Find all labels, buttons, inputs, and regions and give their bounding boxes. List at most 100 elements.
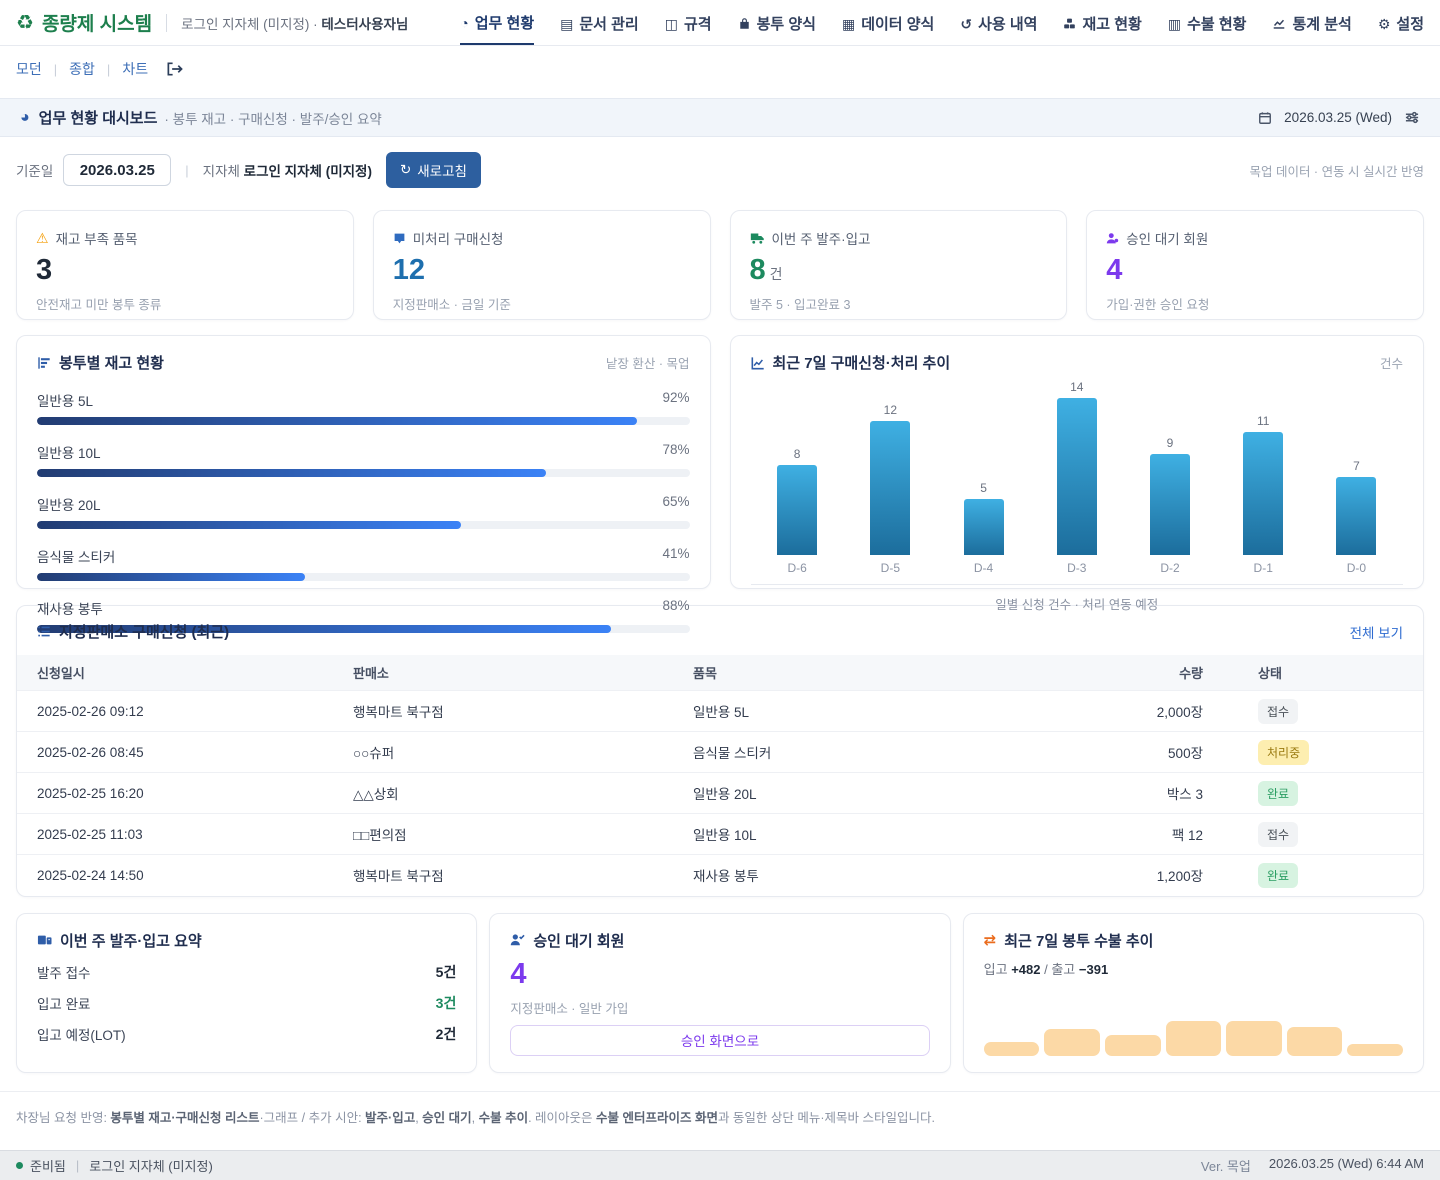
bar-column: 5: [937, 379, 1030, 555]
gear-icon: ⚙: [1378, 17, 1391, 31]
pending-count: 4: [510, 960, 929, 989]
page-subtitle: · 봉투 재고 · 구매신청 · 발주/승인 요약: [164, 108, 381, 128]
kpi-sub: 가입·권한 승인 요청: [1106, 294, 1404, 313]
status-badge: 완료: [1258, 781, 1298, 806]
bar-column: 12: [844, 379, 937, 555]
mock-data-note: 목업 데이터 · 연동 시 실시간 반영: [1249, 161, 1424, 180]
progress-track: [37, 469, 690, 477]
request-note: 차장님 요청 반영: 봉투별 재고·구매신청 리스트·그래프 / 추가 시안: …: [0, 1091, 1440, 1141]
table-row[interactable]: 2025-02-25 16:20△△상회일반용 20L박스 3완료: [17, 773, 1423, 814]
app-logo[interactable]: ♻ 종량제 시스템: [16, 9, 152, 36]
user-icon: [1106, 232, 1119, 245]
status-badge: 처리중: [1258, 740, 1309, 765]
chart-panels: 봉투별 재고 현황 낱장 환산 · 목업 일반용 5L92% 일반용 10L78…: [0, 320, 1440, 589]
divider: |: [107, 62, 110, 77]
bar: [1336, 477, 1376, 555]
progress-track: [37, 573, 690, 581]
progress-fill: [37, 469, 546, 477]
divider: |: [54, 62, 57, 77]
table-row[interactable]: 2025-02-24 14:50행복마트 북구점재사용 봉투1,200장완료: [17, 855, 1423, 896]
login-user: 테스터사용자님: [321, 17, 408, 32]
kpi-card-low-stock: ⚠재고 부족 품목 3 안전재고 미만 봉투 종류: [16, 210, 354, 320]
kpi-card-weekly-orders: 이번 주 발주·입고 8건 발주 5 · 입고완료 3: [730, 210, 1068, 320]
card-title: 최근 7일 봉투 수불 추이: [1004, 930, 1153, 951]
nav-item-work-status[interactable]: ◔ 업무 현황: [460, 0, 534, 45]
view-link-modern[interactable]: 모던: [16, 59, 42, 79]
nav-item-data-form[interactable]: ▦ 데이터 양식: [842, 1, 934, 44]
table-row[interactable]: 2025-02-25 11:03□□편의점일반용 10L팩 12접수: [17, 814, 1423, 855]
nav-item-settings[interactable]: ⚙ 설정: [1378, 1, 1424, 44]
purchase-request-table-card: 지정판매소 구매신청 (최근) 전체 보기 신청일시 판매소 품목 수량 상태 …: [16, 605, 1424, 897]
kpi-card-pending-members: 승인 대기 회원 4 가입·권한 승인 요청: [1086, 210, 1424, 320]
progress-fill: [37, 521, 461, 529]
spec-box-icon: ◫: [665, 17, 678, 31]
nav-item-stock-status[interactable]: 재고 현황: [1063, 1, 1141, 44]
bar-column: 8: [751, 379, 844, 555]
dashboard-page: ♻ 종량제 시스템 로그인 지자체 (미지정) · 테스터사용자님 ◔ 업무 현…: [0, 0, 1440, 1180]
nav-item-ledger-status[interactable]: ▥ 수불 현황: [1168, 1, 1247, 44]
divider: |: [185, 163, 188, 178]
status-org: 로그인 지자체 (미지정): [89, 1156, 213, 1175]
sliders-icon[interactable]: [1404, 110, 1420, 125]
data-table-icon: ▦: [842, 17, 855, 31]
nav-item-usage-history[interactable]: ↺ 사용 내역: [960, 1, 1037, 44]
x-axis-labels: D-6D-5D-4D-3D-2D-1D-0: [751, 561, 1404, 585]
bar: [964, 499, 1004, 555]
nav-item-spec[interactable]: ◫ 규격: [665, 1, 712, 44]
nav-item-document-mgmt[interactable]: ▤ 문서 관리: [560, 1, 639, 44]
logout-icon[interactable]: [166, 61, 183, 77]
unit-label: 건수: [1380, 353, 1403, 372]
app-title: 종량제 시스템: [42, 9, 152, 36]
refresh-button[interactable]: ↻ 새로고침: [386, 152, 481, 188]
kpi-cards: ⚠재고 부족 품목 3 안전재고 미만 봉투 종류 미처리 구매신청 12 지정…: [0, 204, 1440, 320]
panel-title: 최근 7일 구매신청·처리 추이: [773, 352, 951, 373]
version-label: Ver. 목업: [1201, 1156, 1251, 1175]
mini-bar: [1226, 1021, 1282, 1055]
inventory-row: 일반용 20L65%: [37, 494, 690, 529]
nav-item-bag-form[interactable]: 봉투 양식: [738, 1, 816, 44]
table-title: 지정판매소 구매신청 (최근): [59, 621, 229, 642]
calendar-icon: [1258, 111, 1272, 125]
card-sub: 지정판매소 · 일반 가입: [510, 998, 929, 1017]
bar: [777, 465, 817, 555]
panel-title: 봉투별 재고 현황: [59, 352, 164, 373]
mini-bar: [1044, 1029, 1100, 1055]
transfer-arrows-icon: ⇄: [984, 931, 997, 949]
summary-row: 입고 완료3건: [37, 993, 456, 1013]
history-icon: ↺: [960, 17, 972, 31]
summary-row: 발주 접수5건: [37, 962, 456, 982]
gauge-icon: ◔: [460, 16, 468, 30]
progress-track: [37, 417, 690, 425]
table-row[interactable]: 2025-02-26 08:45○○슈퍼음식물 스티커500장처리중: [17, 732, 1423, 773]
status-badge: 완료: [1258, 863, 1298, 888]
bottom-cards: 이번 주 발주·입고 요약 발주 접수5건 입고 완료3건 입고 예정(LOT)…: [0, 897, 1440, 1073]
title-date: 2026.03.25 (Wed): [1284, 110, 1392, 125]
login-context: 로그인 지자체 (미지정) · 테스터사용자님: [181, 13, 408, 33]
status-dot-icon: [16, 1162, 23, 1169]
view-link-chart[interactable]: 차트: [122, 59, 148, 79]
inventory-icon: [1063, 17, 1076, 30]
table-row[interactable]: 2025-02-26 09:12행복마트 북구점일반용 5L2,000장접수: [17, 691, 1423, 732]
table-header-row: 신청일시 판매소 품목 수량 상태: [17, 655, 1423, 691]
top-header: ♻ 종량제 시스템 로그인 지자체 (미지정) · 테스터사용자님 ◔ 업무 현…: [0, 0, 1440, 46]
inventory-panel: 봉투별 재고 현황 낱장 환산 · 목업 일반용 5L92% 일반용 10L78…: [16, 335, 711, 589]
mini-bar: [1166, 1021, 1222, 1055]
bag-icon: [738, 17, 751, 30]
trend-panel: 최근 7일 구매신청·처리 추이 건수 8 12 5 14 9 11 7 D-6…: [730, 335, 1425, 589]
view-all-link[interactable]: 전체 보기: [1350, 622, 1403, 642]
bar-column: 14: [1030, 379, 1123, 555]
recycle-icon: ♻: [16, 10, 34, 35]
bar: [870, 421, 910, 555]
view-link-combined[interactable]: 종합: [69, 59, 95, 79]
refresh-icon: ↻: [400, 162, 411, 178]
inventory-row: 음식물 스티커41%: [37, 546, 690, 581]
go-approval-button[interactable]: 승인 화면으로: [510, 1025, 929, 1056]
hbar-chart-icon: [37, 356, 51, 370]
inventory-row: 일반용 5L92%: [37, 390, 690, 425]
page-title: 업무 현황 대시보드: [39, 107, 158, 128]
divider: [166, 14, 167, 32]
nav-item-statistics[interactable]: 통계 분석: [1272, 1, 1351, 44]
bar: [1150, 454, 1190, 555]
base-date-input[interactable]: [63, 154, 171, 186]
progress-track: [37, 521, 690, 529]
